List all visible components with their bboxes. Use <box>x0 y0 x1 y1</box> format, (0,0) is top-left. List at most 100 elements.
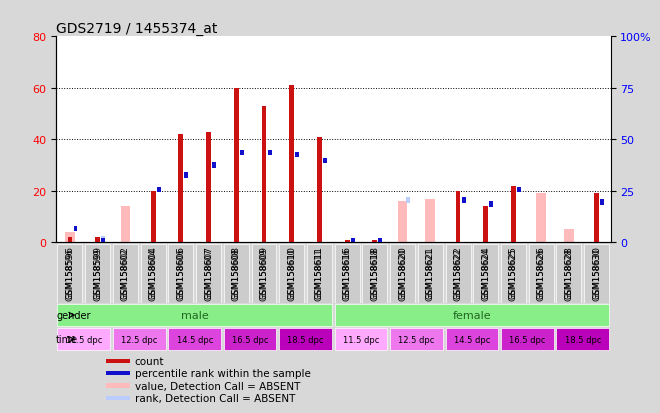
Bar <box>240 150 244 156</box>
FancyBboxPatch shape <box>57 304 332 326</box>
Text: GSM158611: GSM158611 <box>315 246 324 301</box>
FancyBboxPatch shape <box>390 329 443 350</box>
Text: percentile rank within the sample: percentile rank within the sample <box>135 368 311 378</box>
FancyBboxPatch shape <box>556 329 609 350</box>
FancyBboxPatch shape <box>113 244 138 303</box>
Bar <box>323 159 327 164</box>
Bar <box>345 240 350 243</box>
FancyBboxPatch shape <box>113 329 166 350</box>
FancyBboxPatch shape <box>473 244 498 303</box>
Text: GSM158606: GSM158606 <box>176 247 185 298</box>
Text: GDS2719 / 1455374_at: GDS2719 / 1455374_at <box>56 22 218 36</box>
Bar <box>206 132 211 243</box>
Bar <box>289 86 294 243</box>
Bar <box>455 191 461 243</box>
Text: GSM158604: GSM158604 <box>148 246 158 301</box>
Text: GSM158599: GSM158599 <box>93 247 102 298</box>
Bar <box>378 239 382 244</box>
Text: GSM158616: GSM158616 <box>343 246 352 301</box>
Bar <box>511 186 516 243</box>
Text: GSM158621: GSM158621 <box>426 247 435 298</box>
Text: GSM158628: GSM158628 <box>564 246 574 301</box>
Text: 11.5 dpc: 11.5 dpc <box>65 335 102 344</box>
FancyBboxPatch shape <box>335 329 387 350</box>
Bar <box>398 202 407 243</box>
Text: 11.5 dpc: 11.5 dpc <box>343 335 380 344</box>
Text: GSM158608: GSM158608 <box>232 246 241 301</box>
FancyBboxPatch shape <box>362 244 387 303</box>
FancyBboxPatch shape <box>224 244 249 303</box>
Text: female: female <box>453 310 491 320</box>
FancyBboxPatch shape <box>584 244 609 303</box>
Text: time: time <box>56 335 79 344</box>
Text: GSM158602: GSM158602 <box>121 246 130 301</box>
Bar <box>350 239 354 244</box>
Text: GSM158610: GSM158610 <box>287 246 296 301</box>
Text: count: count <box>135 356 164 366</box>
FancyBboxPatch shape <box>57 244 82 303</box>
Text: GSM158630: GSM158630 <box>592 247 601 298</box>
Text: GSM158607: GSM158607 <box>204 246 213 301</box>
FancyBboxPatch shape <box>168 329 221 350</box>
Text: GSM158607: GSM158607 <box>204 247 213 298</box>
FancyBboxPatch shape <box>418 244 443 303</box>
Bar <box>73 226 77 232</box>
Text: GSM158606: GSM158606 <box>176 246 185 301</box>
Bar <box>101 237 105 242</box>
FancyBboxPatch shape <box>168 244 193 303</box>
Bar <box>261 107 267 243</box>
Text: GSM158618: GSM158618 <box>370 246 380 301</box>
FancyBboxPatch shape <box>335 244 360 303</box>
Text: GSM158622: GSM158622 <box>453 246 463 300</box>
Text: GSM158628: GSM158628 <box>564 247 574 298</box>
Bar <box>106 359 131 363</box>
FancyBboxPatch shape <box>196 244 221 303</box>
Bar <box>95 237 100 243</box>
Text: 18.5 dpc: 18.5 dpc <box>287 335 324 344</box>
Text: 16.5 dpc: 16.5 dpc <box>509 335 546 344</box>
Text: GSM158616: GSM158616 <box>343 247 352 298</box>
Bar <box>150 191 156 243</box>
Text: 16.5 dpc: 16.5 dpc <box>232 335 269 344</box>
Bar <box>594 194 599 243</box>
FancyBboxPatch shape <box>307 244 332 303</box>
FancyBboxPatch shape <box>556 244 581 303</box>
Bar <box>317 138 322 243</box>
Text: gender: gender <box>56 310 90 320</box>
Bar <box>267 150 271 156</box>
Bar <box>372 240 378 243</box>
Text: 12.5 dpc: 12.5 dpc <box>121 335 158 344</box>
Text: male: male <box>181 310 209 320</box>
Text: 12.5 dpc: 12.5 dpc <box>398 335 435 344</box>
Text: rank, Detection Call = ABSENT: rank, Detection Call = ABSENT <box>135 393 295 403</box>
FancyBboxPatch shape <box>251 244 277 303</box>
Text: GSM158608: GSM158608 <box>232 247 241 298</box>
FancyBboxPatch shape <box>224 329 277 350</box>
Bar <box>461 197 465 203</box>
Text: GSM158610: GSM158610 <box>287 247 296 298</box>
Text: GSM158620: GSM158620 <box>398 247 407 298</box>
Bar <box>426 199 435 243</box>
FancyBboxPatch shape <box>501 244 526 303</box>
Bar <box>73 226 77 232</box>
FancyBboxPatch shape <box>529 244 554 303</box>
FancyBboxPatch shape <box>279 329 332 350</box>
FancyBboxPatch shape <box>335 304 609 326</box>
Bar <box>121 207 130 243</box>
FancyBboxPatch shape <box>279 244 304 303</box>
Text: GSM158621: GSM158621 <box>426 246 435 301</box>
Text: GSM158626: GSM158626 <box>537 247 546 298</box>
Text: GSM158620: GSM158620 <box>398 246 407 301</box>
Text: GSM158625: GSM158625 <box>509 246 518 301</box>
Text: GSM158599: GSM158599 <box>93 246 102 301</box>
Bar <box>106 396 131 400</box>
Text: GSM158596: GSM158596 <box>65 247 75 298</box>
FancyBboxPatch shape <box>390 244 415 303</box>
FancyBboxPatch shape <box>57 329 110 350</box>
Text: GSM158625: GSM158625 <box>509 247 518 298</box>
FancyBboxPatch shape <box>446 329 498 350</box>
Text: GSM158609: GSM158609 <box>259 246 269 301</box>
Text: GSM158624: GSM158624 <box>481 246 490 300</box>
Bar <box>184 173 188 178</box>
Bar <box>101 239 105 244</box>
